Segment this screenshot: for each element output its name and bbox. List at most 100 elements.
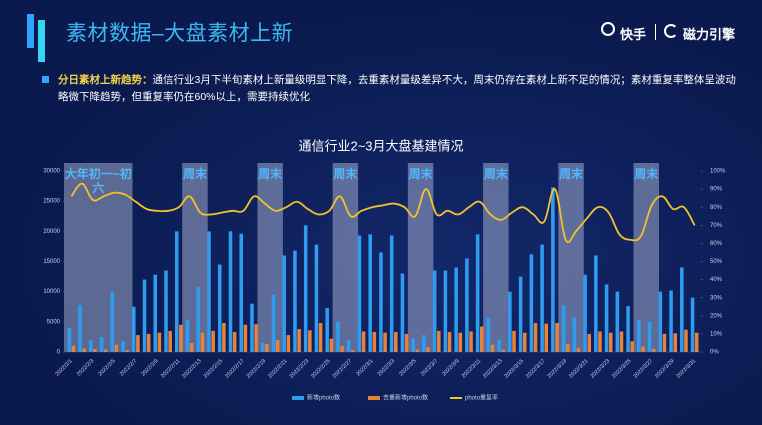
bar	[608, 332, 613, 352]
x-tick-label: 2022/2/11	[160, 358, 181, 379]
bar	[351, 350, 355, 352]
bar	[680, 267, 684, 352]
x-tick-label: 2022/2/15	[203, 358, 225, 380]
x-tick-label: 2022/3/9	[441, 358, 460, 377]
x-tick-label: 2022/3/11	[461, 358, 482, 379]
bar	[647, 321, 652, 352]
annotation-box: 周末	[408, 167, 433, 181]
bar	[486, 317, 491, 352]
bar	[551, 187, 555, 352]
x-tick-label: 2022/3/1	[355, 358, 374, 377]
bar	[475, 234, 480, 352]
annotation-box: 周末	[258, 167, 282, 181]
bar	[404, 333, 409, 352]
y-tick-label: 0	[57, 350, 61, 356]
bar	[389, 235, 394, 352]
annotation: 周末	[408, 167, 433, 181]
y2-tick-label: 0%	[710, 350, 719, 356]
x-tick-label: 2022/3/21	[568, 358, 590, 380]
bar	[684, 329, 688, 352]
x-tick-label: 2022/2/7	[119, 358, 138, 377]
x-tick-label: 2022/2/23	[289, 358, 311, 380]
annotation-box: 周末	[183, 167, 207, 181]
bar	[673, 333, 677, 352]
x-tick-label: 2022/3/13	[482, 358, 504, 380]
bar	[157, 332, 162, 352]
bar	[669, 290, 673, 352]
bar	[222, 323, 226, 352]
bar	[196, 286, 201, 352]
logo-icon	[664, 24, 678, 38]
y-tick-label: 15000	[43, 259, 60, 265]
bar	[529, 254, 534, 352]
x-tick-label: 2022/2/19	[246, 358, 268, 380]
bar	[271, 294, 276, 352]
bar	[164, 270, 168, 352]
bar	[694, 332, 699, 352]
bar	[508, 291, 512, 352]
annotation-box: 大年初一~初六	[65, 167, 132, 195]
bar	[501, 349, 506, 352]
bar	[469, 331, 473, 352]
bar	[71, 345, 76, 352]
bar	[136, 335, 140, 352]
bar	[78, 304, 82, 352]
x-tick-label: 2022/2/5	[97, 358, 116, 377]
bar	[533, 323, 538, 352]
bar	[243, 324, 248, 352]
logo-icon	[601, 22, 615, 36]
bar	[293, 250, 297, 352]
bar	[555, 323, 559, 352]
shade	[257, 163, 283, 352]
bar	[411, 338, 415, 352]
bar	[357, 235, 362, 352]
bar	[480, 326, 484, 352]
bar	[336, 321, 340, 352]
bar	[690, 297, 695, 352]
annotation: 周末	[634, 167, 659, 181]
bar	[114, 344, 119, 352]
bar	[454, 267, 458, 352]
bar	[286, 335, 291, 352]
y-tick-label: 20000	[43, 229, 60, 235]
bar	[260, 342, 265, 352]
bar	[308, 330, 312, 352]
bar	[658, 291, 663, 352]
bar	[432, 270, 437, 352]
bar	[662, 333, 667, 352]
bar	[217, 264, 222, 352]
bar	[415, 349, 420, 352]
annotation-box: 周末	[634, 167, 659, 181]
x-tick-label: 2022/3/27	[633, 358, 655, 380]
bar	[576, 347, 581, 352]
bar	[512, 330, 516, 352]
bar	[394, 332, 398, 352]
bar	[604, 284, 609, 352]
y2-tick-label: 70%	[710, 223, 723, 229]
bar	[651, 348, 656, 352]
x-tick-label: 2022/3/19	[547, 358, 569, 380]
bar	[400, 273, 405, 352]
legend-label: 新增photo数	[307, 394, 340, 402]
bar	[626, 306, 630, 352]
bar	[99, 336, 104, 352]
bar	[346, 339, 351, 352]
logo-text: 快手	[620, 27, 647, 42]
bar	[437, 330, 441, 352]
bar	[447, 332, 452, 352]
legend-label: photo重复率	[465, 394, 498, 402]
y2-tick-label: 20%	[710, 313, 723, 319]
shade	[64, 163, 133, 352]
y-tick-label: 25000	[43, 199, 60, 205]
bar	[443, 270, 448, 352]
y2-tick-label: 50%	[710, 259, 723, 265]
bar	[465, 258, 469, 352]
bar	[372, 332, 377, 352]
bar	[325, 307, 329, 352]
annotation: 周末	[559, 167, 584, 181]
y2-tick-label: 30%	[710, 295, 723, 301]
bar	[232, 332, 237, 352]
bar	[110, 291, 115, 352]
bar	[379, 252, 383, 352]
